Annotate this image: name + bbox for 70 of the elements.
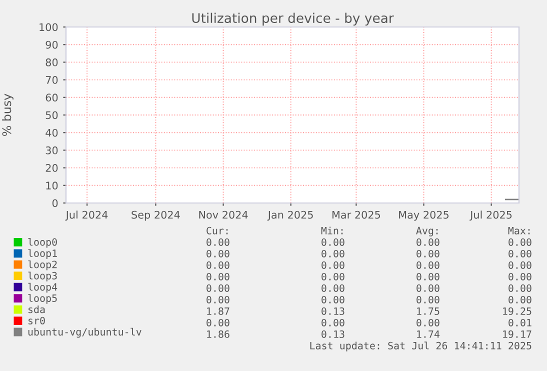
text: 0.01 bbox=[508, 318, 532, 326]
legend-label: loop3 bbox=[28, 272, 57, 282]
text: 0.00 bbox=[206, 272, 230, 280]
text: Last update: Sat Jul 26 14:41:11 2025 bbox=[310, 342, 532, 352]
text: 0.00 bbox=[206, 250, 230, 258]
y-tick-label: 50 bbox=[46, 111, 58, 120]
legend-label: sda bbox=[28, 305, 45, 314]
text: 1.86 bbox=[207, 330, 230, 338]
text: 0.00 bbox=[416, 250, 440, 258]
text: 0.00 bbox=[416, 238, 440, 246]
y-tick-label: 100 bbox=[40, 23, 58, 32]
text: 0.00 bbox=[322, 296, 344, 304]
chart-title: Utilization per device - by year bbox=[192, 12, 394, 26]
x-tick-label: May 2025 bbox=[399, 210, 449, 221]
text: 1.74 bbox=[417, 330, 440, 338]
text: 1.75 bbox=[417, 307, 440, 315]
x-tick-label: Jul 2024 bbox=[65, 210, 108, 221]
text: Cur: bbox=[206, 226, 228, 234]
text: 0.00 bbox=[508, 272, 532, 280]
y-tick-label: 90 bbox=[46, 40, 58, 49]
text: 0.00 bbox=[322, 238, 344, 246]
text: 0.13 bbox=[322, 307, 344, 315]
y-tick-label: 10 bbox=[46, 182, 58, 190]
x-tick-label: Mar 2025 bbox=[332, 210, 380, 219]
text: 1.87 bbox=[207, 307, 230, 315]
x-tick-label: Sep 2024 bbox=[132, 210, 180, 221]
legend-label: loop2 bbox=[28, 260, 57, 270]
legend-label: loop4 bbox=[28, 282, 58, 293]
text: 0.00 bbox=[206, 238, 230, 246]
x-tick-label: Jul 2025 bbox=[470, 210, 512, 221]
text: 0.00 bbox=[206, 318, 230, 326]
y-axis-title: % busy bbox=[2, 94, 14, 136]
legend-label: loop5 bbox=[28, 294, 57, 304]
y-tick-label: 40 bbox=[46, 128, 58, 137]
text: 0.00 bbox=[322, 250, 344, 258]
y-tick-label: 20 bbox=[46, 164, 58, 172]
legend-label: loop0 bbox=[28, 238, 57, 248]
text: 0.00 bbox=[206, 284, 230, 292]
text: 0.00 bbox=[416, 261, 440, 269]
text: 0.00 bbox=[416, 318, 440, 326]
text: 0.00 bbox=[322, 318, 344, 326]
text: 0.00 bbox=[508, 250, 532, 258]
y-tick-label: 30 bbox=[46, 146, 58, 154]
text: 0.00 bbox=[416, 272, 440, 280]
text: 0.00 bbox=[508, 284, 532, 292]
y-tick-label: 80 bbox=[46, 58, 58, 66]
text: 19.25 bbox=[503, 307, 532, 315]
x-tick-label: Nov 2024 bbox=[199, 210, 248, 219]
y-tick-label: 0 bbox=[52, 199, 58, 208]
text: 0.00 bbox=[322, 272, 344, 280]
text: 0.13 bbox=[322, 330, 344, 338]
y-tick-label: 70 bbox=[46, 76, 58, 84]
text: 0.00 bbox=[206, 261, 230, 269]
text: 0.00 bbox=[508, 238, 532, 246]
text: 0.00 bbox=[322, 284, 344, 292]
text: Max: bbox=[508, 226, 530, 234]
text: 0.00 bbox=[416, 296, 440, 304]
text: 0.00 bbox=[508, 296, 532, 304]
text: 0.00 bbox=[322, 261, 344, 269]
y-tick-label: 60 bbox=[46, 94, 58, 102]
text: 19.17 bbox=[503, 330, 532, 338]
text: 0.00 bbox=[206, 296, 230, 304]
legend-label: sr0 bbox=[28, 316, 45, 324]
text: Min: bbox=[321, 226, 343, 234]
legend-label: loop1 bbox=[28, 249, 57, 259]
x-tick-label: Jan 2025 bbox=[267, 210, 313, 221]
text: Avg: bbox=[416, 226, 438, 236]
legend-label: ubuntu-vg/ubuntu-lv bbox=[28, 328, 142, 338]
text: 0.00 bbox=[508, 261, 532, 269]
text: 0.00 bbox=[416, 284, 440, 292]
